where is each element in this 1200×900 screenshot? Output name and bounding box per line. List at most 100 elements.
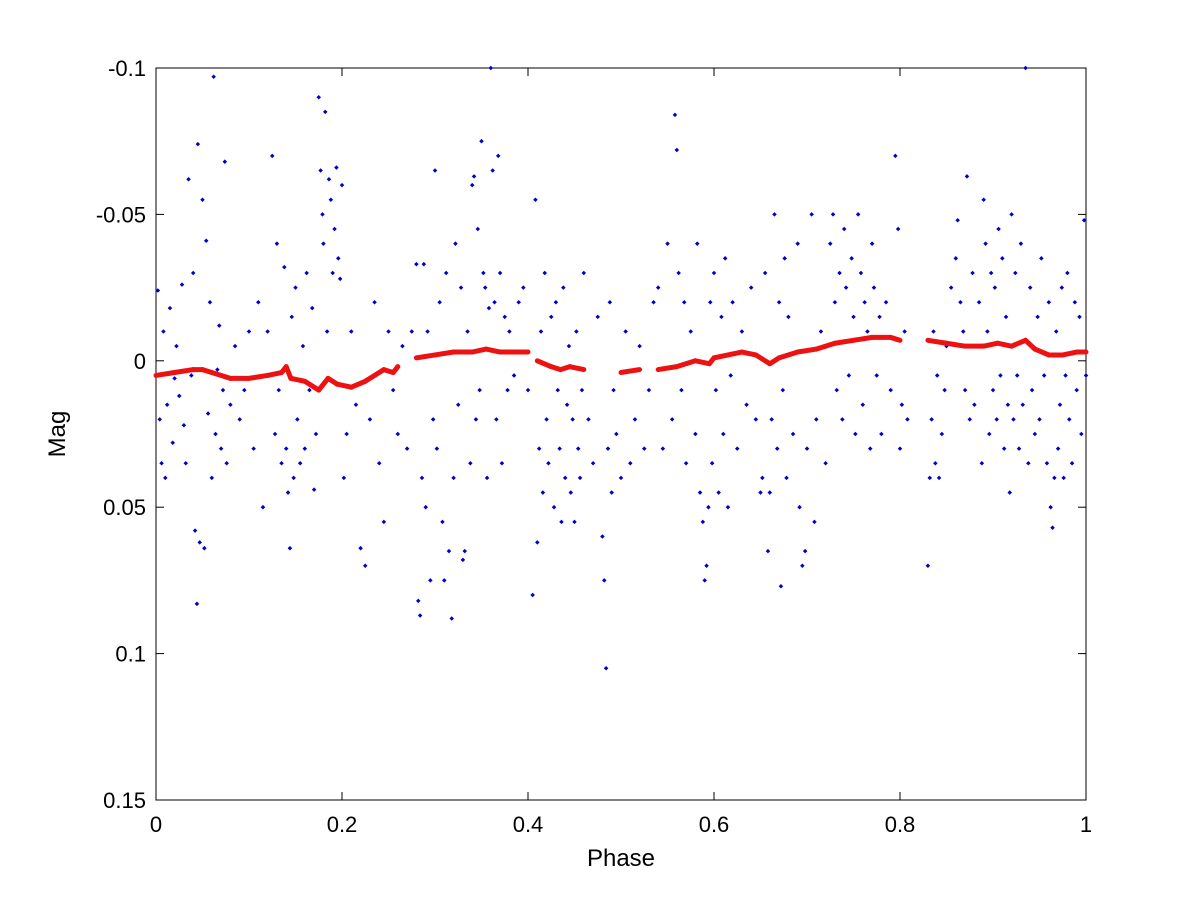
scatter-point [511, 373, 517, 378]
scatter-point [265, 329, 270, 334]
scatter-point [479, 138, 484, 144]
scatter-point [1041, 373, 1047, 378]
scatter-point [423, 504, 428, 510]
scatter-point [632, 417, 638, 422]
scatter-point [832, 299, 838, 305]
scatter-point [282, 264, 287, 270]
scatter-point [337, 276, 343, 282]
scatter-point [538, 329, 544, 334]
y-tick-label: 0 [134, 349, 146, 374]
scatter-point [614, 431, 619, 437]
scatter-point [976, 299, 982, 305]
scatter-point [548, 314, 554, 320]
scatter-point [170, 440, 176, 446]
scatter-point [867, 446, 873, 451]
scatter-point [535, 540, 540, 545]
scatter-point [769, 417, 774, 422]
scatter-point [414, 261, 419, 267]
scatter-point [449, 616, 455, 621]
trend-segment [302, 378, 322, 393]
scatter-point [774, 446, 780, 451]
scatter-point [1079, 431, 1084, 437]
scatter-point [540, 490, 546, 495]
scatter-point [246, 329, 252, 334]
scatter-point [395, 431, 401, 437]
scatter-point [551, 504, 557, 510]
scatter-point [865, 329, 870, 334]
scatter-point [925, 563, 931, 569]
trend-segment [567, 364, 587, 373]
scatter-point [874, 373, 880, 378]
scatter-point [713, 387, 719, 393]
scatter-point [287, 545, 293, 551]
scatter-point [967, 417, 973, 422]
scatter-point [776, 299, 782, 305]
scatter-point [421, 261, 427, 267]
scatter-point [681, 299, 687, 305]
scatter-point [933, 461, 938, 466]
scatter-point [840, 417, 845, 422]
trend-segment [1009, 337, 1029, 349]
scatter-point [837, 270, 842, 276]
scatter-point [577, 475, 583, 481]
scatter-point [730, 299, 735, 305]
scatter-point [931, 329, 936, 334]
x-axis-title: Phase [587, 845, 655, 872]
scatter-point [797, 504, 802, 510]
scatter-point [574, 329, 579, 334]
trend-segment [432, 349, 457, 358]
scatter-point [728, 373, 734, 378]
trend-segment [534, 358, 554, 370]
scatter-point [1066, 417, 1072, 422]
scatter-point [176, 393, 182, 399]
scatter-point [442, 578, 447, 583]
scatter-point [276, 387, 282, 393]
scatter-point [555, 387, 561, 393]
scatter-point [843, 285, 849, 290]
scatter-point [482, 285, 488, 290]
y-tick-label: 0.15 [103, 788, 146, 813]
scatter-point [353, 402, 359, 407]
scatter-point [492, 299, 497, 305]
scatter-point [897, 446, 903, 451]
scatter-point [851, 314, 856, 320]
scatter-point [1039, 256, 1044, 261]
scatter-point [324, 329, 330, 334]
scatter-point [722, 256, 728, 261]
trend-segment [1032, 346, 1052, 358]
scatter-point [460, 557, 466, 563]
scatter-point [846, 373, 852, 378]
scatter-point [1000, 256, 1005, 261]
y-axis-title: Mag [44, 411, 71, 458]
scatter-point [425, 329, 430, 334]
scatter-point [628, 461, 633, 466]
scatter-point [430, 417, 436, 422]
scatter-point [313, 431, 319, 437]
scatter-point [1029, 387, 1035, 393]
scatter-point [725, 504, 731, 510]
scatter-point [902, 329, 907, 334]
scatter-point [575, 446, 581, 451]
scatter-point [972, 402, 977, 407]
scatter-point [962, 387, 968, 393]
scatter-point [283, 446, 289, 451]
scatter-point [655, 285, 661, 290]
trend-segment [851, 334, 875, 343]
trend-segment [925, 337, 949, 346]
trend-segment [674, 358, 698, 370]
scatter-point [760, 475, 765, 481]
scatter-point [481, 270, 486, 276]
scatter-point [417, 613, 423, 618]
scatter-point [786, 314, 791, 320]
scatter-point [256, 299, 261, 305]
scatter-point [1081, 217, 1087, 223]
scatter-point [1001, 446, 1007, 451]
scatter-point [1005, 402, 1011, 407]
plot-area [153, 65, 1089, 801]
x-axis-ticks: 0 0.2 0.4 0.6 0.8 1 [150, 68, 1092, 837]
scatter-point [494, 417, 499, 422]
trend-segment [888, 334, 903, 343]
scatter-point [706, 504, 711, 510]
scatter-point [336, 256, 341, 261]
scatter-point [998, 373, 1003, 378]
